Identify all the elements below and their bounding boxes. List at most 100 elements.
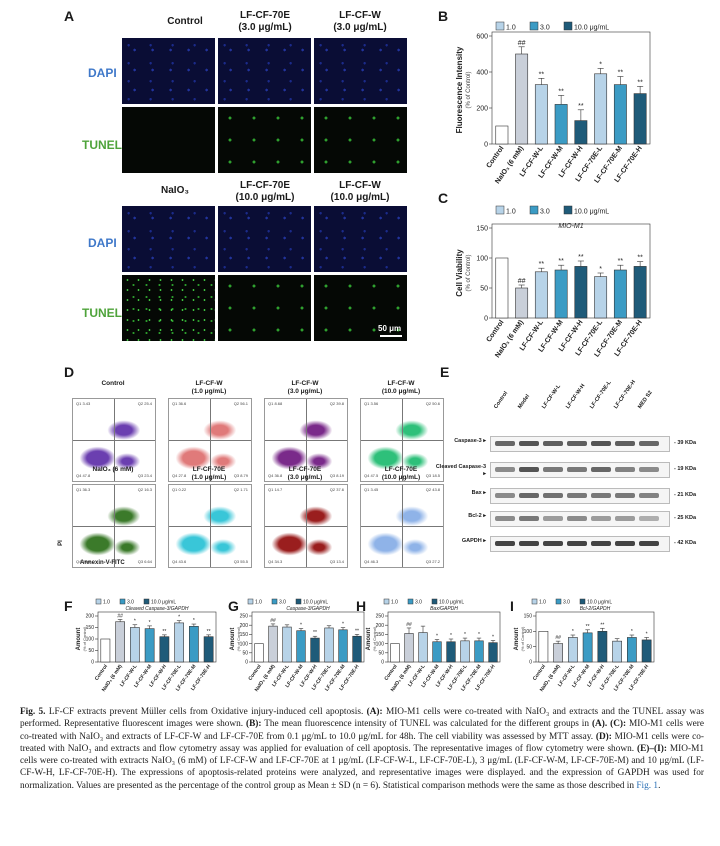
significance-mark: * <box>149 620 151 626</box>
quadrant-gate-v <box>114 399 115 481</box>
legend-label: 10.0 μg/mL <box>303 600 328 606</box>
legend-swatch <box>431 598 438 605</box>
legend-swatch <box>495 205 505 215</box>
chart-title: Bax/GAPDH <box>430 606 458 612</box>
wb-lane-label: LF-CF-70E-H <box>613 379 638 410</box>
wb-band <box>519 467 539 472</box>
quadrant-value: Q1 36.3 <box>76 487 91 492</box>
flow-plot-title: LF-CF-70E (3.0 μg/mL) <box>258 466 352 482</box>
y-tick-label: 50 <box>480 285 488 292</box>
scale-bar <box>380 335 402 337</box>
bar <box>574 120 588 145</box>
flow-plot: Q1 14.7 Q2 37.6 Q4 34.3 Q3 13.4 <box>264 484 348 568</box>
x-tick-label: Control <box>486 319 506 343</box>
legend-label: 3.0 <box>279 600 286 606</box>
significance-mark: * <box>464 632 466 638</box>
y-tick-label: 200 <box>476 105 488 112</box>
bar <box>538 631 549 663</box>
x-tick-label: Control <box>486 145 506 169</box>
significance-mark: ** <box>637 79 643 86</box>
wb-band <box>567 441 587 446</box>
bar <box>144 628 155 663</box>
micrograph-dapi-naio3 <box>122 206 215 272</box>
caption-ref-a: (A). <box>591 719 608 730</box>
significance-mark: * <box>436 634 438 640</box>
wb-blot-row <box>490 488 670 504</box>
chart-title: Caspase-3/GAPDH <box>286 606 330 612</box>
y-tick-label: 0 <box>381 660 384 666</box>
plot-frame <box>387 611 501 663</box>
legend-label: 1.0 <box>506 209 516 216</box>
wb-band <box>639 441 659 446</box>
quadrant-value: Q3 18.5 <box>425 473 440 478</box>
legend-label: 10.0 μg/mL <box>151 600 176 606</box>
col-label-70e-3: LF-CF-70E (3.0 μg/mL) <box>220 10 310 34</box>
wb-kda-label: - 21 KDa <box>674 492 697 498</box>
flow-xlabel: Annexin-V-FITC <box>80 560 125 566</box>
y-tick-label: 150 <box>476 225 488 232</box>
flow-plot-title: NaIO₃ (6 mM) <box>66 466 160 474</box>
legend-swatch <box>247 598 254 605</box>
wb-lane-label: LF-CF-W-L <box>541 383 563 410</box>
flow-title-line: LF-CF-W <box>291 380 319 387</box>
plot-frame <box>97 611 217 663</box>
quadrant-value: Q1 36.6 <box>172 401 187 406</box>
plot-frame <box>491 31 651 145</box>
legend-label: 3.0 <box>540 209 550 216</box>
flow-title-line: Control <box>101 380 125 387</box>
flow-plot: Q1 36.3 Q2 16.3 Q4 23.0 Q3 6.64 <box>72 484 156 568</box>
quadrant-value: Q2 50.6 <box>425 401 440 406</box>
wb-band <box>615 516 635 521</box>
y-axis-sublabel: (% of Control) <box>372 626 377 651</box>
legend-swatch <box>563 205 573 215</box>
bar <box>268 625 278 663</box>
wb-band <box>567 541 587 546</box>
legend-swatch <box>119 598 126 605</box>
figure-1-link[interactable]: Fig. 1 <box>636 780 659 791</box>
wb-lane-label: LF-CF-W-H <box>565 383 587 410</box>
wb-blot-row <box>490 511 670 527</box>
wb-band <box>615 441 635 446</box>
col-label-control: Control <box>130 16 240 28</box>
significance-mark: * <box>478 632 480 638</box>
significance-mark: ** <box>600 622 604 628</box>
quadrant-value: Q2 37.6 <box>329 487 344 492</box>
panel-f-letter: F <box>64 598 73 614</box>
flow-plot: Q1 3.45 Q2 43.8 Q4 46.3 Q3 27.2 <box>360 484 444 568</box>
wb-band <box>567 467 587 472</box>
row-label-tunel: TUNEL <box>82 138 122 152</box>
quadrant-value: Q1 14.7 <box>268 487 283 492</box>
bar <box>310 637 320 663</box>
bar <box>633 266 647 319</box>
micrograph-dapi-70e-10 <box>218 206 311 272</box>
wb-band <box>543 541 563 546</box>
quadrant-value: Q4 43.6 <box>172 559 187 564</box>
flow-plot: Q1 36.6 Q2 56.1 Q4 27.8 Q3 8.79 <box>168 398 252 482</box>
caption-label-ei: (E)–(I): <box>637 743 667 754</box>
panel-h-letter: H <box>356 598 367 614</box>
micrograph-tunel-70e-10 <box>218 275 311 341</box>
flow-title-line: (3.0 μg/mL) <box>287 474 323 481</box>
plot-frame <box>491 223 651 319</box>
significance-mark: * <box>300 623 302 629</box>
quadrant-value: Q4 23.0 <box>76 559 91 564</box>
col-label-line: (3.0 μg/mL) <box>238 22 292 33</box>
quadrant-gate-v <box>210 485 211 567</box>
caption-label-a: (A): <box>366 707 383 717</box>
caption-title: Fig. 5. <box>20 707 46 717</box>
quadrant-value: Q4 34.3 <box>268 559 283 564</box>
quadrant-value: Q4 47.8 <box>76 473 91 478</box>
bar <box>613 84 627 145</box>
legend-label: 1.0 <box>103 600 110 606</box>
bar <box>324 627 334 663</box>
wb-row-label: Cleaved Caspase-3 ▸ <box>435 464 486 477</box>
significance-mark: ** <box>313 630 317 636</box>
wb-band <box>495 541 515 546</box>
flow-title-line: LF-CF-70E <box>192 466 226 473</box>
wb-band <box>519 441 539 446</box>
legend-swatch <box>563 21 573 31</box>
quadrant-value: Q3 6.64 <box>137 559 152 564</box>
legend-label: 10.0 μg/mL <box>574 25 609 32</box>
y-axis-sublabel: (% of Control) <box>466 71 472 108</box>
